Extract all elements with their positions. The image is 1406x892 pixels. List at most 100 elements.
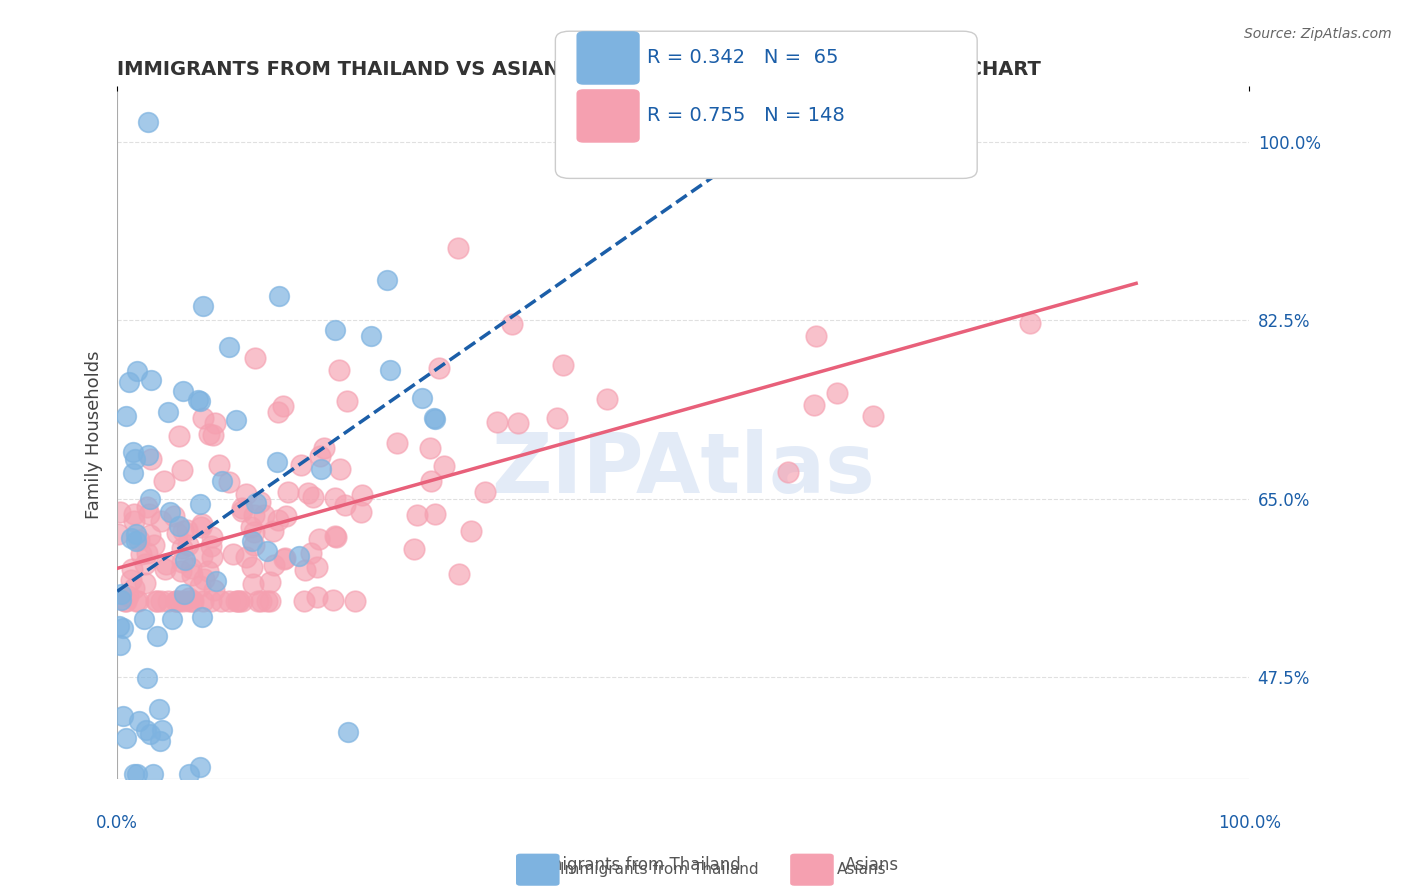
Point: [153, 474, 176, 488]
Point: [385, 436, 408, 450]
Point: [274, 551, 297, 566]
Point: [198, 427, 221, 442]
Point: [242, 508, 264, 522]
Point: [290, 458, 312, 472]
Point: [122, 514, 145, 528]
Point: [804, 329, 827, 343]
Point: [501, 318, 523, 332]
Point: [323, 323, 346, 337]
Point: [256, 543, 278, 558]
Point: [139, 528, 162, 542]
Point: [172, 593, 194, 607]
Point: [231, 504, 253, 518]
Point: [138, 448, 160, 462]
Point: [433, 458, 456, 473]
Point: [218, 340, 240, 354]
Point: [404, 542, 426, 557]
Text: ZIPAtlas: ZIPAtlas: [491, 429, 875, 510]
Point: [245, 496, 267, 510]
Point: [222, 547, 245, 561]
Point: [153, 562, 176, 576]
Point: [308, 449, 330, 463]
Point: [460, 524, 482, 538]
Point: [193, 411, 215, 425]
Point: [277, 485, 299, 500]
Point: [256, 593, 278, 607]
Point: [177, 591, 200, 605]
Point: [263, 558, 285, 572]
Point: [124, 534, 146, 549]
Point: [114, 731, 136, 746]
Point: [242, 576, 264, 591]
Point: [292, 593, 315, 607]
Point: [204, 416, 226, 430]
Text: Asians: Asians: [837, 863, 886, 877]
Point: [156, 593, 179, 607]
Point: [447, 567, 470, 582]
Text: 100.0%: 100.0%: [1218, 814, 1281, 832]
Text: Immigrants from Thailand: Immigrants from Thailand: [560, 863, 758, 877]
Point: [314, 441, 336, 455]
Point: [447, 241, 470, 255]
Point: [125, 364, 148, 378]
Point: [309, 462, 332, 476]
Point: [329, 462, 352, 476]
Point: [141, 451, 163, 466]
Point: [145, 593, 167, 607]
Point: [551, 358, 574, 372]
Point: [308, 532, 330, 546]
Point: [200, 530, 222, 544]
Point: [128, 714, 150, 728]
Point: [328, 363, 350, 377]
Point: [267, 289, 290, 303]
Point: [218, 475, 240, 489]
Point: [139, 491, 162, 506]
Point: [188, 394, 211, 409]
Point: [352, 488, 374, 502]
Point: [115, 409, 138, 424]
Text: R = 0.755   N = 148: R = 0.755 N = 148: [647, 106, 845, 126]
Point: [266, 455, 288, 469]
Point: [262, 524, 284, 538]
Point: [166, 525, 188, 540]
Point: [127, 593, 149, 607]
Point: [423, 412, 446, 426]
Point: [145, 593, 167, 607]
Point: [288, 549, 311, 563]
Point: [187, 392, 209, 407]
Point: [170, 564, 193, 578]
Point: [239, 520, 262, 534]
Point: [165, 593, 187, 607]
Point: [139, 373, 162, 387]
Point: [167, 519, 190, 533]
Point: [108, 619, 131, 633]
Point: [191, 549, 214, 564]
Point: [172, 555, 194, 569]
Point: [825, 386, 848, 401]
Text: Asians: Asians: [845, 856, 898, 874]
Point: [177, 593, 200, 607]
Point: [778, 465, 800, 479]
Point: [162, 612, 184, 626]
Point: [299, 546, 322, 560]
Point: [148, 702, 170, 716]
Point: [243, 524, 266, 539]
Point: [302, 490, 325, 504]
Point: [142, 766, 165, 780]
Point: [170, 463, 193, 477]
Point: [134, 612, 156, 626]
Point: [325, 531, 347, 545]
Point: [266, 513, 288, 527]
Point: [307, 590, 329, 604]
Point: [134, 576, 156, 591]
Point: [173, 553, 195, 567]
Point: [121, 467, 143, 481]
Point: [208, 458, 231, 472]
Point: [121, 445, 143, 459]
Point: [146, 629, 169, 643]
Point: [110, 593, 132, 607]
Point: [177, 766, 200, 780]
Point: [419, 474, 441, 488]
Point: [150, 593, 173, 607]
Point: [124, 452, 146, 467]
